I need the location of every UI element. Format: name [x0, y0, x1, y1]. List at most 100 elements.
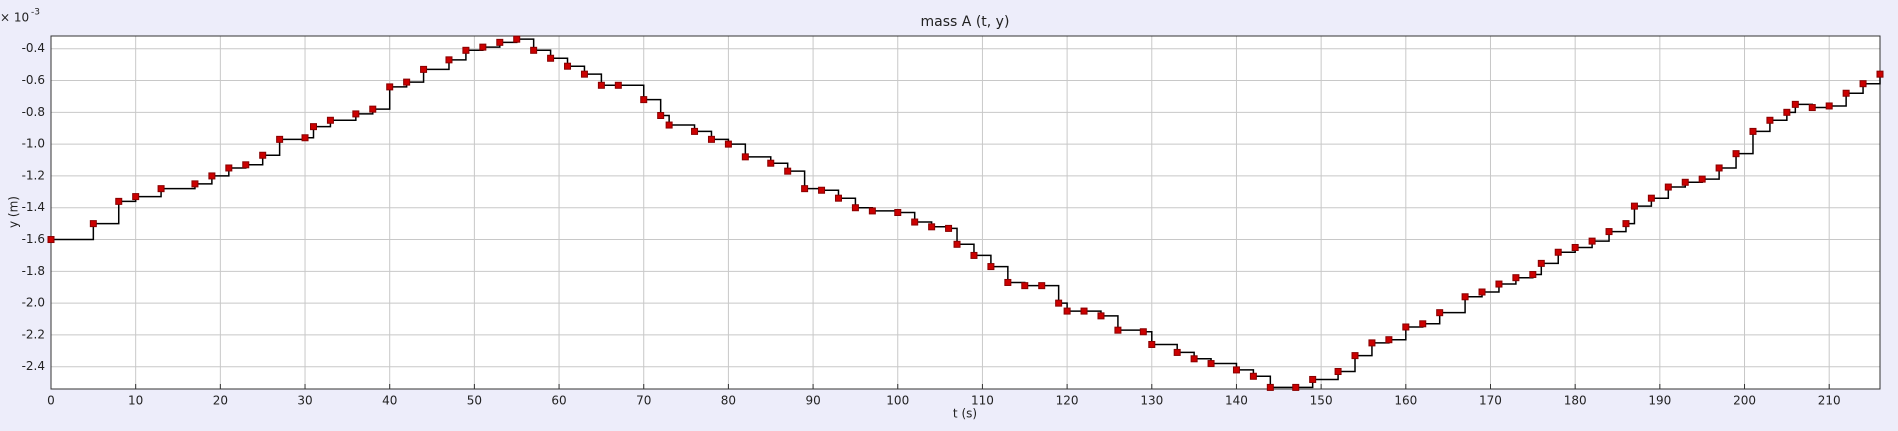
data-point	[208, 172, 216, 180]
x-tick-label: 90	[805, 394, 820, 408]
y-tick-label: -0.4	[22, 41, 45, 55]
data-point	[259, 151, 267, 159]
data-point	[89, 220, 97, 228]
data-point	[1529, 271, 1537, 279]
data-point	[767, 159, 775, 167]
data-point	[1139, 328, 1147, 336]
x-tick-label: 80	[721, 394, 736, 408]
data-point	[640, 96, 648, 104]
data-point	[724, 140, 732, 148]
y-tick-label: -1.6	[22, 232, 45, 246]
data-point	[1436, 309, 1444, 317]
data-point	[157, 185, 165, 193]
y-tick-label: -2.2	[22, 327, 45, 341]
data-point	[1783, 108, 1791, 116]
data-point	[1114, 326, 1122, 334]
x-tick-label: 200	[1733, 394, 1756, 408]
data-point	[479, 43, 487, 51]
x-tick-label: 30	[297, 394, 312, 408]
data-point	[1554, 248, 1562, 256]
y-tick-label: -1.4	[22, 200, 45, 214]
data-point	[386, 83, 394, 91]
data-point	[352, 110, 360, 118]
data-point	[801, 185, 809, 193]
data-point	[225, 164, 233, 172]
data-point	[834, 194, 842, 202]
data-point	[1173, 348, 1181, 356]
data-point	[1021, 282, 1029, 290]
x-tick-label: 60	[551, 394, 566, 408]
data-point	[115, 197, 123, 205]
data-point	[953, 240, 961, 248]
x-tick-label: 190	[1648, 394, 1671, 408]
data-point	[1063, 307, 1071, 315]
x-axis-label: t (s)	[953, 407, 977, 421]
data-point	[1148, 340, 1156, 348]
data-point	[445, 56, 453, 64]
x-tick-label: 180	[1564, 394, 1587, 408]
data-point	[1630, 202, 1638, 210]
x-tick-label: 50	[467, 394, 482, 408]
data-point	[1266, 383, 1274, 391]
data-point	[1791, 100, 1799, 108]
data-point	[657, 112, 665, 120]
data-point	[47, 236, 55, 244]
x-tick-label: 160	[1394, 394, 1417, 408]
data-point	[987, 263, 995, 271]
data-point	[945, 224, 953, 232]
data-point	[1207, 360, 1215, 368]
y-axis-label: y (m)	[7, 196, 21, 228]
data-point	[707, 135, 715, 143]
data-point	[1190, 355, 1198, 363]
y-tick-label: -2.4	[22, 359, 45, 373]
data-point	[1842, 89, 1850, 97]
data-point	[1334, 368, 1342, 376]
data-point	[1249, 372, 1257, 380]
data-point	[1351, 352, 1359, 360]
data-point	[894, 209, 902, 216]
data-point	[614, 81, 622, 89]
data-point	[1876, 70, 1884, 78]
data-point	[1859, 80, 1867, 88]
data-point	[1605, 228, 1613, 236]
x-tick-label: 10	[128, 394, 143, 408]
data-point	[1385, 336, 1393, 344]
data-point	[1647, 194, 1655, 202]
data-point	[1825, 102, 1833, 110]
x-tick-label: 0	[47, 394, 55, 408]
data-point	[851, 204, 859, 212]
data-point	[1571, 243, 1579, 251]
data-point	[1038, 282, 1046, 290]
data-point	[462, 46, 470, 54]
data-point	[1309, 375, 1317, 383]
data-point	[1512, 274, 1520, 282]
data-point	[242, 161, 250, 169]
data-point	[1232, 366, 1240, 374]
data-point	[1664, 183, 1672, 191]
data-point	[970, 251, 978, 259]
data-point	[1097, 312, 1105, 320]
data-point	[928, 223, 936, 231]
chart-title: mass A (t, y)	[921, 14, 1010, 30]
x-tick-label: 210	[1818, 394, 1841, 408]
y-tick-label: -0.6	[22, 73, 45, 87]
x-tick-label: 170	[1479, 394, 1502, 408]
data-point	[1419, 320, 1427, 328]
x-tick-label: 140	[1225, 394, 1248, 408]
data-point	[911, 218, 919, 226]
data-point	[1749, 127, 1757, 135]
data-point	[1004, 278, 1012, 286]
data-point	[301, 134, 309, 142]
data-point	[132, 193, 140, 201]
x-tick-label: 100	[886, 394, 909, 408]
data-point	[369, 105, 377, 113]
data-point	[1292, 383, 1300, 391]
data-point	[191, 180, 199, 188]
data-point	[868, 207, 876, 215]
data-point	[1080, 307, 1088, 315]
x-tick-label: 110	[971, 394, 994, 408]
data-point	[1402, 323, 1410, 331]
data-point	[1681, 178, 1689, 186]
data-point	[547, 54, 555, 62]
